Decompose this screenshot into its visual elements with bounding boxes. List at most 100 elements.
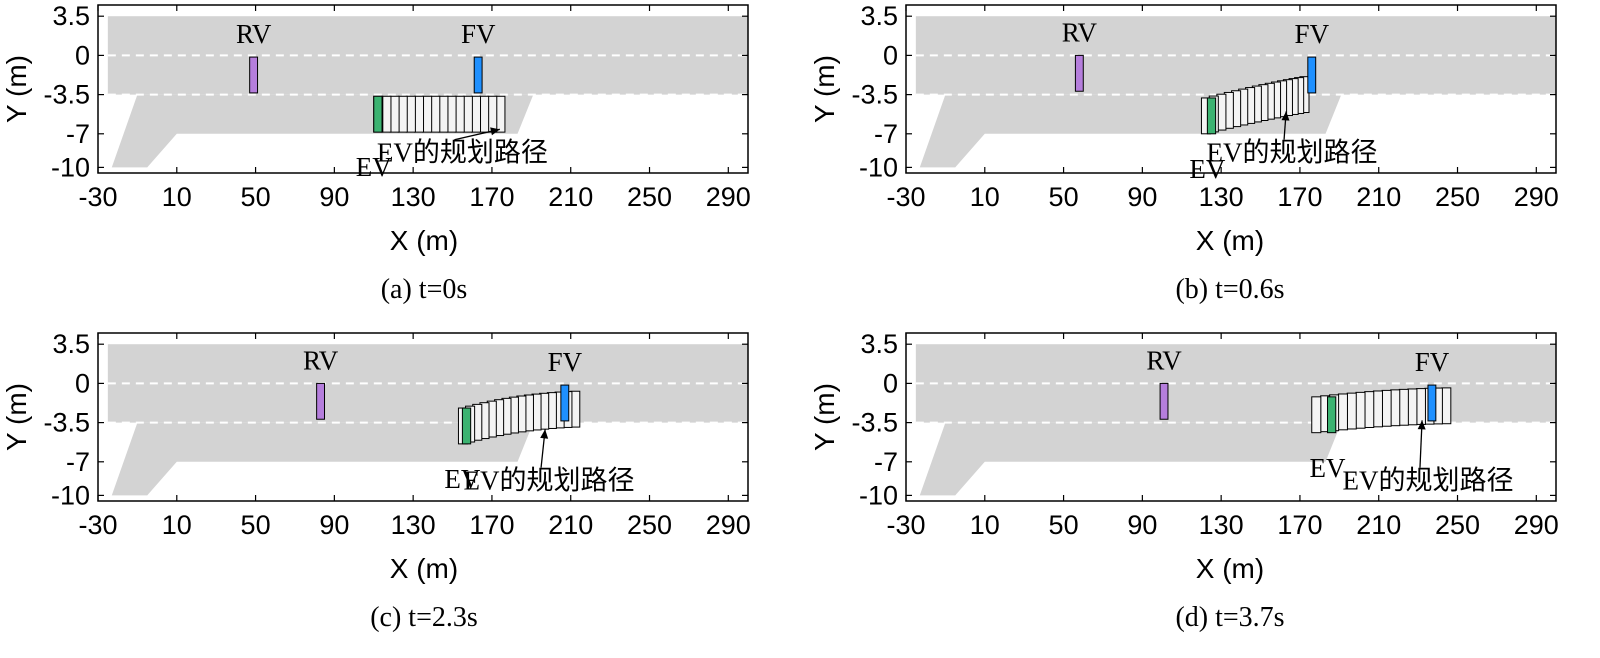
on-ramp (111, 422, 534, 496)
x-tick-label: 250 (1435, 510, 1480, 540)
x-tick-label: -30 (886, 182, 925, 212)
vehicle-fv (560, 384, 570, 422)
path-label: EV的规划路径 (1207, 138, 1378, 168)
x-tick-label: 210 (1356, 182, 1401, 212)
y-axis-label: Y (m) (1, 55, 32, 123)
x-tick-label: 90 (1127, 182, 1157, 212)
plot-area (107, 344, 748, 496)
y-axis-label: Y (m) (1, 383, 32, 451)
vehicle-rv (1074, 54, 1084, 92)
vehicle-ev (461, 407, 472, 445)
vehicle-label-ev: EV (1189, 154, 1225, 184)
path-step-box (1372, 390, 1383, 428)
path-step-box (1346, 392, 1357, 430)
vehicle-label-fv: FV (461, 19, 496, 49)
x-axis-label: X (m) (390, 553, 458, 584)
y-tick-label: -7 (66, 447, 90, 477)
y-tick-label: -3.5 (851, 80, 898, 110)
vehicle-label-rv: RV (1146, 345, 1182, 375)
vehicle-rv (316, 382, 326, 420)
x-tick-label: 170 (469, 510, 514, 540)
y-tick-label: 0 (883, 40, 898, 70)
y-axis-label: Y (m) (809, 383, 840, 451)
x-tick-label: 130 (391, 182, 436, 212)
path-step-box (1407, 388, 1418, 426)
plot-area (915, 344, 1556, 496)
path-step-box (1337, 393, 1348, 431)
path-label: EV的规划路径 (377, 138, 548, 168)
vehicle-label-rv: RV (1062, 17, 1098, 47)
path-arrow-head (1281, 111, 1290, 121)
x-tick-label: 50 (241, 510, 271, 540)
x-tick-label: 130 (1199, 510, 1244, 540)
vehicle-label-ev: EV (1310, 453, 1346, 483)
x-tick-label: 290 (1514, 510, 1559, 540)
x-tick-label: 90 (1127, 510, 1157, 540)
axes-frame (905, 4, 1557, 174)
y-tick-label: 0 (883, 368, 898, 398)
y-tick-label: 3.5 (860, 1, 898, 31)
path-step-box (1390, 389, 1401, 427)
axes-frame (905, 332, 1557, 502)
vehicle-fv (1427, 384, 1437, 422)
main-road (107, 344, 748, 423)
x-tick-label: 90 (319, 510, 349, 540)
vehicle-ev (1327, 396, 1337, 434)
vehicle-ev (373, 95, 383, 133)
vehicle-rv (1159, 382, 1169, 420)
plot-area (107, 16, 748, 168)
x-tick-label: 10 (970, 510, 1000, 540)
path-step-box (1381, 389, 1392, 427)
x-tick-label: -30 (78, 510, 117, 540)
y-tick-label: -10 (859, 480, 898, 510)
vehicle-label-rv: RV (303, 345, 339, 375)
y-tick-label: 3.5 (52, 1, 90, 31)
x-tick-label: 250 (627, 182, 672, 212)
x-tick-label: 10 (162, 182, 192, 212)
vehicle-label-rv: RV (236, 19, 272, 49)
x-axis-label: X (m) (1196, 225, 1264, 256)
path-step-box (1311, 396, 1322, 434)
y-tick-label: -10 (859, 152, 898, 182)
y-tick-label: -7 (874, 447, 898, 477)
x-tick-label: 170 (1277, 182, 1322, 212)
y-tick-label: 3.5 (52, 329, 90, 359)
path-step-box (1355, 391, 1366, 429)
x-tick-label: 210 (548, 510, 593, 540)
path-step-box (1398, 388, 1409, 426)
x-tick-label: 290 (1514, 182, 1559, 212)
x-tick-label: 50 (1049, 510, 1079, 540)
path-step-box (1441, 387, 1452, 425)
y-tick-label: -7 (874, 119, 898, 149)
main-road (107, 16, 748, 95)
y-tick-label: -10 (51, 480, 90, 510)
path-label: EV的规划路径 (464, 466, 635, 496)
y-tick-label: -10 (51, 152, 90, 182)
x-tick-label: 290 (706, 182, 751, 212)
vehicle-fv (1307, 56, 1317, 94)
axes-frame (97, 4, 749, 174)
y-tick-label: -3.5 (43, 80, 90, 110)
x-tick-label: 290 (706, 510, 751, 540)
main-road (915, 16, 1556, 95)
x-tick-label: 10 (162, 510, 192, 540)
y-tick-label: -3.5 (851, 408, 898, 438)
x-axis-label: X (m) (1196, 553, 1264, 584)
y-tick-label: -3.5 (43, 408, 90, 438)
x-tick-label: 210 (1356, 510, 1401, 540)
vehicle-ev (1206, 97, 1217, 135)
on-ramp (919, 422, 1342, 496)
panel-caption: (b) t=0.6s (1175, 274, 1284, 305)
path-arrow-head (1417, 420, 1426, 430)
path-label: EV的规划路径 (1342, 466, 1513, 496)
vehicle-label-fv: FV (1415, 347, 1450, 377)
vehicle-label-ev: EV (444, 464, 480, 494)
panel-caption: (a) t=0s (381, 274, 468, 305)
axes-frame (97, 332, 749, 502)
path-arrow-head (490, 127, 500, 136)
x-tick-label: -30 (886, 510, 925, 540)
x-tick-label: 250 (1435, 182, 1480, 212)
y-axis-label: Y (m) (809, 55, 840, 123)
